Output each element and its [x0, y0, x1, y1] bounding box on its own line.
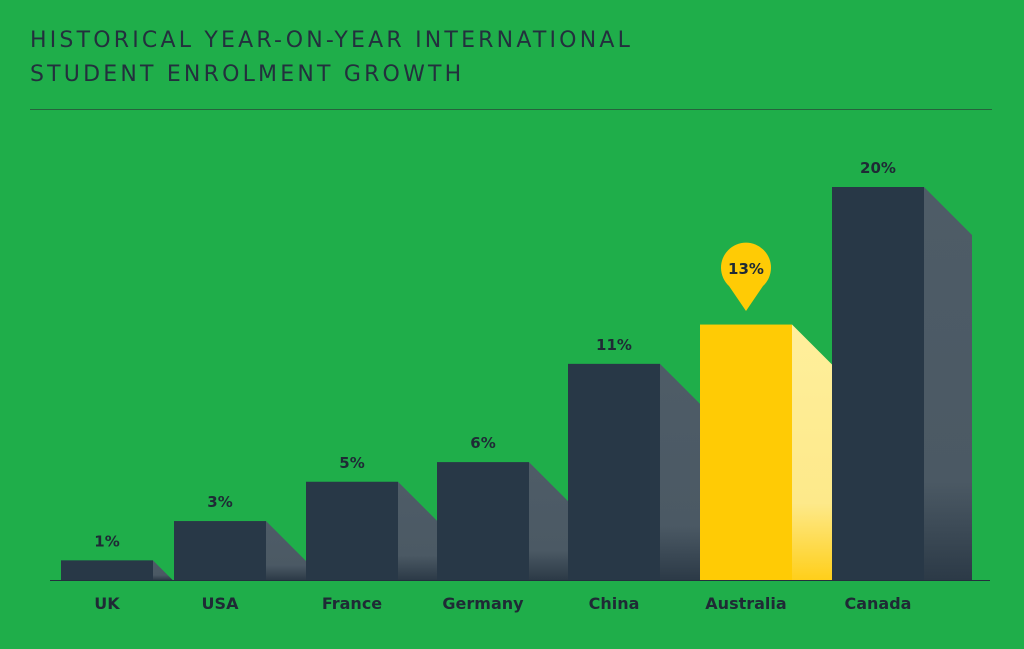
category-label-usa: USA	[202, 594, 240, 613]
bar-canada	[832, 187, 924, 580]
bar-usa	[174, 521, 266, 580]
bar-side-uk	[153, 560, 173, 580]
bar-side-germany	[529, 462, 577, 580]
value-label-australia: 13%	[728, 260, 764, 278]
category-label-uk: UK	[94, 594, 120, 613]
value-label-canada: 20%	[860, 159, 896, 177]
chart-title-line-2: STUDENT ENROLMENT GROWTH	[30, 62, 465, 87]
bar-side-china	[660, 363, 708, 580]
value-label-germany: 6%	[470, 434, 495, 452]
bar-germany	[437, 462, 529, 580]
bar-france	[306, 481, 398, 580]
bar-side-australia	[792, 324, 840, 580]
bar-side-france	[398, 481, 446, 580]
category-label-germany: Germany	[442, 594, 524, 613]
value-label-france: 5%	[339, 454, 364, 472]
value-label-china: 11%	[596, 336, 632, 354]
category-label-canada: Canada	[845, 594, 912, 613]
category-label-china: China	[589, 594, 640, 613]
bar-side-usa	[266, 521, 314, 580]
bar-uk	[61, 560, 153, 580]
category-label-france: France	[322, 594, 382, 613]
title-divider	[30, 109, 992, 110]
bar-china	[568, 363, 660, 580]
bar-side-canada	[924, 187, 972, 580]
value-label-usa: 3%	[207, 493, 232, 511]
chart-title-line-1: HISTORICAL YEAR-ON-YEAR INTERNATIONAL	[30, 28, 634, 53]
highlight-marker-icon	[720, 242, 771, 311]
bar-australia	[700, 324, 792, 580]
category-label-australia: Australia	[705, 594, 786, 613]
value-label-uk: 1%	[94, 532, 119, 550]
